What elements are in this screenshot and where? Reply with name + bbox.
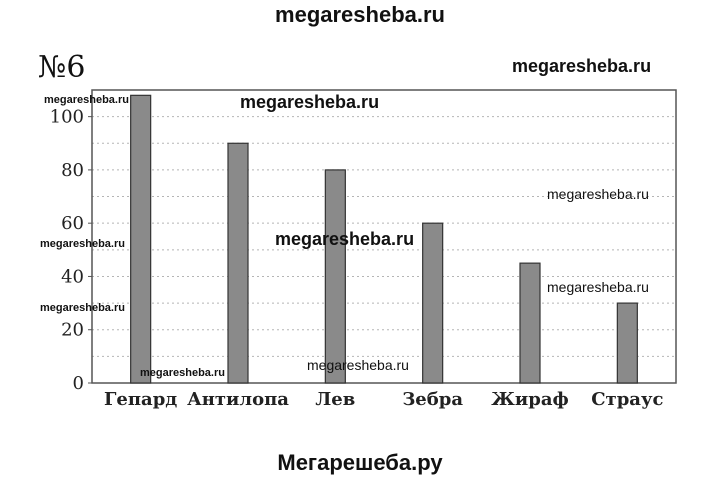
site-title-bottom: Мегарешеба.ру (277, 450, 443, 475)
watermark: megaresheba.ru (275, 229, 415, 249)
plot-frame (91, 89, 677, 384)
y-axis-ticks: 0 20 40 60 80 100 (50, 107, 92, 394)
bar-3 (324, 169, 346, 384)
y-tick-label: 20 (61, 320, 84, 341)
watermark: megaresheba.ru (240, 92, 380, 112)
x-axis-labels: Гепард Антилопа Лев Зебра Жираф Страус (104, 389, 663, 410)
bar-1 (130, 94, 152, 384)
watermark: megaresheba.ru (307, 357, 409, 373)
bar-2 (227, 142, 249, 384)
watermark: megaresheba.ru (547, 186, 649, 202)
problem-number: №6 (38, 50, 86, 85)
watermark: megaresheba.ru (547, 279, 649, 295)
chart-bars (130, 94, 638, 384)
watermark: megaresheba.ru (44, 94, 129, 106)
bar-4 (422, 222, 444, 384)
y-tick-label: 60 (61, 213, 84, 234)
x-category-label: Зебра (402, 389, 463, 410)
bar-6 (616, 302, 638, 384)
y-tick-label: 40 (61, 266, 84, 287)
x-category-label: Гепард (104, 389, 177, 410)
y-tick-label: 80 (61, 160, 84, 181)
watermark: megaresheba.ru (40, 302, 125, 314)
watermark: megaresheba.ru (512, 56, 652, 76)
y-tick-label: 100 (50, 107, 84, 128)
x-category-label: Жираф (491, 389, 568, 410)
x-category-label: Страус (591, 389, 663, 410)
bar-5 (519, 262, 541, 384)
y-tick-label: 0 (73, 373, 84, 394)
watermark: megaresheba.ru (40, 238, 125, 250)
x-category-label: Антилопа (187, 389, 289, 410)
x-category-label: Лев (315, 389, 355, 410)
watermark: megaresheba.ru (140, 367, 225, 379)
site-title-top: megaresheba.ru (275, 2, 445, 27)
